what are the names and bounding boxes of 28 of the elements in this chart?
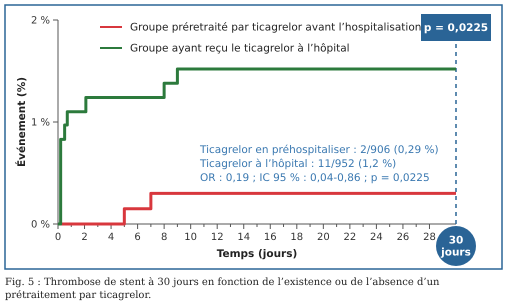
x-tick-label: 18 — [290, 232, 304, 243]
x-tick-label: 24 — [370, 232, 383, 243]
annotation: p = 0,0225 — [424, 22, 488, 34]
x-tick-label: 16 — [264, 232, 277, 243]
x-tick-label: 4 — [108, 232, 114, 243]
x-tick-label: 14 — [237, 232, 250, 243]
x-tick-label: 28 — [423, 232, 436, 243]
x-tick-label: 12 — [210, 232, 224, 243]
x-tick-label: 6 — [134, 232, 141, 243]
y-axis-title: Événement (%) — [15, 76, 28, 168]
x-tick-label: 2 — [81, 232, 88, 243]
legend-label: Groupe préretraité par ticagrelor avant l’hospitalisation — [130, 22, 422, 34]
x-tick-label: 26 — [396, 232, 410, 243]
x-tick-label: 8 — [160, 232, 168, 243]
caption: Fig. 5 : Thrombose de stent à 30 jours en fonction de l’existence ou de l’absence d’un prétraitement par ticagrelor. — [5, 276, 440, 302]
annotation: OR : 0,19 ; IC 95 % : 0,04-0,86 ; p = 0,0225 — [200, 172, 430, 184]
y-tick-label: 1 % — [30, 118, 50, 128]
annotation: 30 jours — [440, 234, 471, 259]
x-tick-label: 0 — [54, 232, 62, 243]
y-tick-label: 2 % — [30, 16, 50, 26]
x-tick-label: 22 — [344, 232, 356, 243]
x-tick-label: 20 — [316, 232, 330, 243]
annotation: Ticagrelor à l’hôpital : 11/952 (1,2 %) — [199, 158, 396, 170]
annotation: Ticagrelor en préhospitaliser : 2/906 (0,29 %) — [199, 144, 439, 156]
y-tick-label: 0 % — [30, 220, 50, 230]
legend-label: Groupe ayant reçu le ticagrelor à l’hôpital — [130, 42, 350, 55]
x-tick-label: 10 — [184, 232, 198, 243]
x-axis-title: Temps (jours) — [216, 248, 298, 260]
